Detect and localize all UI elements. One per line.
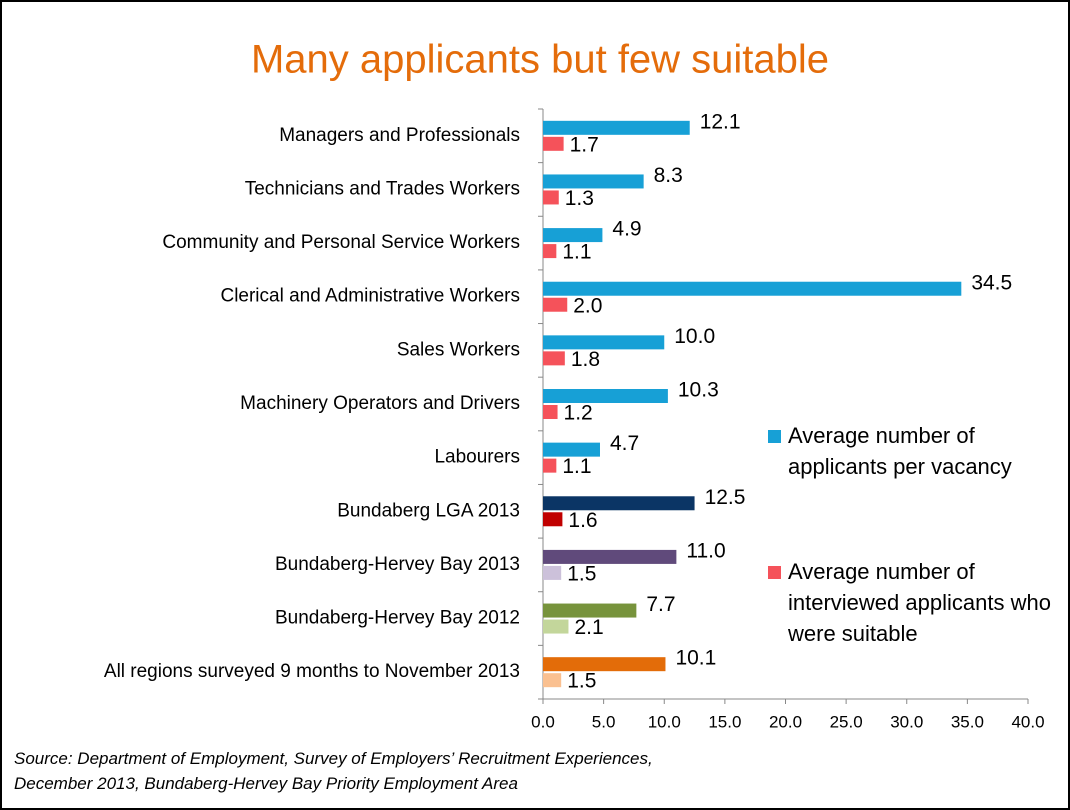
category-label: Clerical and Administrative Workers [220, 286, 520, 307]
value-label: 1.2 [564, 402, 593, 425]
bar [543, 174, 644, 189]
category-label: Bundaberg LGA 2013 [337, 500, 520, 521]
category-label: Bundaberg-Hervey Bay 2013 [275, 554, 520, 575]
value-label: 1.3 [565, 187, 594, 210]
category-label: Managers and Professionals [279, 125, 520, 146]
value-label: 1.1 [562, 455, 591, 478]
category-label: All regions surveyed 9 months to Novembe… [104, 661, 520, 682]
bar [543, 228, 603, 243]
value-label: 11.0 [686, 539, 725, 562]
bar [543, 496, 695, 511]
bar [543, 190, 559, 205]
bar [543, 335, 665, 350]
bar [543, 281, 962, 296]
value-label: 2.0 [573, 294, 602, 317]
value-label: 10.0 [674, 325, 715, 348]
value-label: 1.6 [568, 509, 597, 532]
x-tick-label: 5.0 [592, 712, 616, 731]
value-label: 1.7 [570, 133, 599, 156]
value-label: 10.1 [675, 647, 716, 670]
category-label: Community and Personal Service Workers [162, 232, 520, 253]
bar [543, 512, 563, 527]
category-label: Sales Workers [397, 339, 520, 360]
bar [543, 442, 600, 457]
bar [543, 458, 557, 473]
x-tick-label: 25.0 [830, 712, 863, 731]
x-tick-label: 0.0 [531, 712, 555, 731]
x-tick-label: 40.0 [1011, 712, 1044, 731]
bar [543, 657, 666, 672]
bar [543, 549, 677, 564]
x-tick-label: 10.0 [648, 712, 681, 731]
legend-entry: Average number of applicants per vacancy [788, 423, 1012, 479]
source-note: Source: Department of Employment, Survey… [14, 749, 653, 793]
value-label: 4.9 [612, 218, 641, 241]
bar [543, 619, 569, 634]
value-label: 1.5 [567, 670, 596, 693]
value-label: 12.5 [705, 486, 746, 509]
bar [543, 136, 564, 151]
bar [543, 673, 562, 688]
bar [543, 297, 568, 312]
legend-entry: Average number of interviewed applicants… [788, 559, 1051, 646]
bar [543, 603, 637, 618]
category-label: Labourers [434, 447, 520, 468]
x-tick-label: 15.0 [708, 712, 741, 731]
bar [543, 351, 565, 366]
x-tick-label: 20.0 [769, 712, 802, 731]
value-label: 8.3 [654, 164, 683, 187]
x-tick-label: 35.0 [951, 712, 984, 731]
bar [543, 389, 668, 403]
value-label: 1.5 [567, 562, 596, 585]
legend-swatch [768, 566, 781, 579]
value-label: 1.8 [571, 348, 600, 371]
value-label: 2.1 [574, 616, 603, 639]
value-label: 4.7 [610, 432, 639, 455]
bar [543, 565, 562, 580]
value-label: 10.3 [678, 379, 719, 402]
bar [543, 405, 558, 419]
bar [543, 120, 690, 135]
chart-title: Many applicants but few suitable [251, 38, 829, 82]
value-label: 12.1 [700, 110, 741, 133]
category-label: Bundaberg-Hervey Bay 2012 [275, 608, 520, 629]
value-label: 7.7 [646, 593, 675, 616]
value-label: 1.1 [562, 241, 591, 264]
category-label: Technicians and Trades Workers [245, 178, 520, 199]
x-tick-label: 30.0 [890, 712, 923, 731]
legend-swatch [768, 430, 781, 443]
value-label: 34.5 [971, 271, 1012, 294]
bar [543, 244, 557, 259]
category-label: Machinery Operators and Drivers [240, 393, 520, 414]
